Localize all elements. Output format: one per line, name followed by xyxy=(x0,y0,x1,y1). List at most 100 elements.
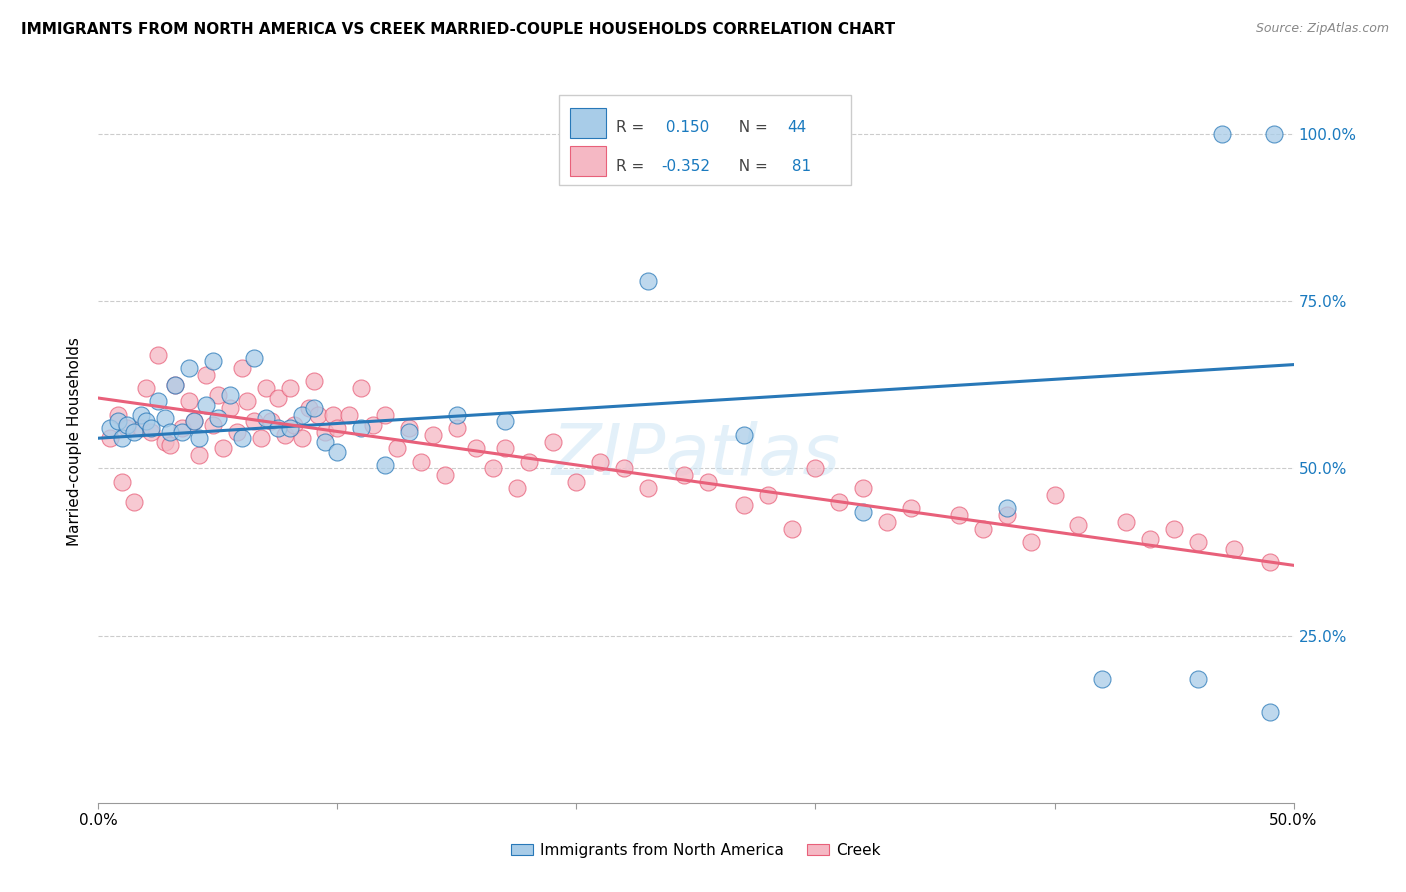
Point xyxy=(155,434,177,449)
Point xyxy=(243,414,266,429)
Point xyxy=(202,354,225,368)
Point xyxy=(434,467,457,482)
Point xyxy=(494,442,516,455)
Point xyxy=(207,387,229,401)
Point xyxy=(179,394,201,409)
Point xyxy=(124,425,146,439)
Point xyxy=(339,408,361,422)
Text: 44: 44 xyxy=(787,120,806,135)
Point xyxy=(298,401,321,416)
Point xyxy=(148,348,170,362)
Point xyxy=(350,421,373,435)
Point xyxy=(131,408,153,422)
Point xyxy=(637,274,659,288)
Text: R =: R = xyxy=(616,160,650,175)
Point xyxy=(780,521,803,535)
Point xyxy=(1163,521,1185,535)
Point xyxy=(565,134,588,148)
Point xyxy=(219,387,242,401)
Point xyxy=(804,461,827,475)
Point xyxy=(972,521,994,535)
Point xyxy=(995,508,1018,523)
Point xyxy=(326,444,349,458)
Point xyxy=(179,361,201,376)
Point xyxy=(733,498,755,512)
Point xyxy=(1187,534,1209,549)
Point xyxy=(1043,488,1066,502)
Point xyxy=(243,351,266,365)
Point xyxy=(155,411,177,425)
Point xyxy=(302,401,325,416)
Point xyxy=(183,414,205,429)
Point xyxy=(283,417,305,432)
Point xyxy=(207,411,229,425)
Point xyxy=(876,515,898,529)
Point xyxy=(159,438,181,452)
Point xyxy=(756,488,779,502)
Text: Source: ZipAtlas.com: Source: ZipAtlas.com xyxy=(1256,22,1389,36)
Point xyxy=(172,421,194,435)
Point xyxy=(565,475,588,489)
Point xyxy=(326,421,349,435)
Point xyxy=(1019,534,1042,549)
Point xyxy=(124,494,146,508)
Point xyxy=(231,361,253,376)
Point xyxy=(374,408,396,422)
Point xyxy=(183,414,205,429)
Point xyxy=(115,417,138,432)
Point xyxy=(1223,541,1246,556)
Point xyxy=(852,482,875,496)
Point xyxy=(900,501,922,516)
FancyBboxPatch shape xyxy=(571,146,606,177)
Point xyxy=(637,482,659,496)
Point xyxy=(1067,518,1090,533)
Point xyxy=(315,434,337,449)
Point xyxy=(733,427,755,442)
Point xyxy=(291,431,314,445)
Point xyxy=(1187,672,1209,686)
Text: -0.352: -0.352 xyxy=(661,160,710,175)
Point xyxy=(1091,672,1114,686)
Point xyxy=(422,427,444,442)
Point xyxy=(828,494,851,508)
Point xyxy=(267,391,290,405)
Point xyxy=(231,431,253,445)
Point xyxy=(385,442,409,455)
Point xyxy=(202,417,225,432)
Point xyxy=(613,461,636,475)
Point xyxy=(235,394,257,409)
Point xyxy=(322,408,344,422)
Text: 81: 81 xyxy=(787,160,811,175)
Point xyxy=(195,368,218,382)
Point xyxy=(302,375,325,389)
Point xyxy=(673,467,696,482)
Point xyxy=(139,425,162,439)
Point xyxy=(254,381,277,395)
Point xyxy=(219,401,242,416)
Point xyxy=(278,381,301,395)
Point xyxy=(111,475,134,489)
Point xyxy=(135,414,157,429)
Point xyxy=(481,461,505,475)
Point xyxy=(107,408,129,422)
Point xyxy=(374,458,396,472)
Point xyxy=(398,421,420,435)
Point xyxy=(1258,706,1281,720)
Point xyxy=(107,414,129,429)
Point xyxy=(517,455,540,469)
Point xyxy=(315,425,337,439)
Legend: Immigrants from North America, Creek: Immigrants from North America, Creek xyxy=(505,837,887,863)
Point xyxy=(172,425,194,439)
Point xyxy=(1115,515,1137,529)
Point xyxy=(307,408,329,422)
Point xyxy=(852,505,875,519)
Point xyxy=(139,421,162,435)
Point xyxy=(195,398,218,412)
Text: IMMIGRANTS FROM NORTH AMERICA VS CREEK MARRIED-COUPLE HOUSEHOLDS CORRELATION CHA: IMMIGRANTS FROM NORTH AMERICA VS CREEK M… xyxy=(21,22,896,37)
Point xyxy=(163,377,186,392)
Point xyxy=(291,408,314,422)
Point xyxy=(115,421,138,435)
Point xyxy=(697,475,720,489)
Text: N =: N = xyxy=(730,160,773,175)
Point xyxy=(259,414,281,429)
